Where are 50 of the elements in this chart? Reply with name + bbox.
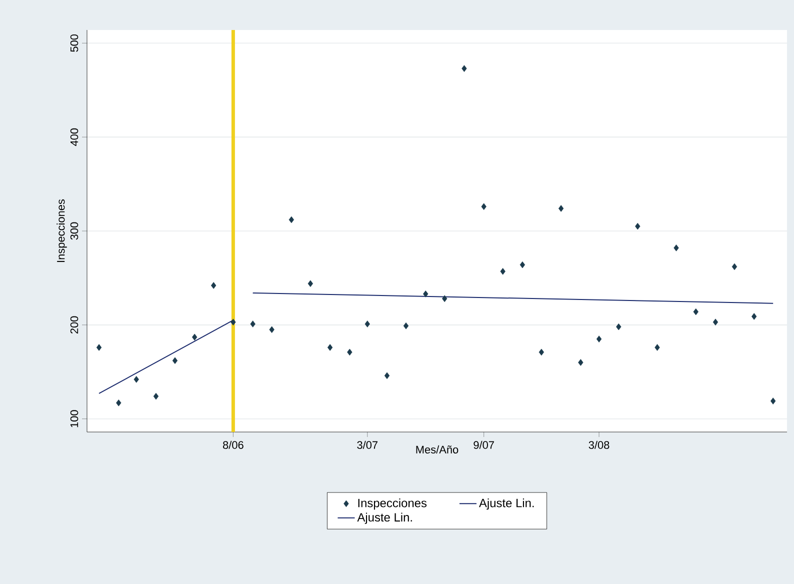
point [116,399,122,406]
point [403,322,409,330]
legend-label: Inspecciones [358,498,427,510]
x-tick-label: 9/07 [474,440,494,449]
x-tick-label: 3/08 [588,440,610,449]
point [616,323,622,330]
x-axis-title: Mes/Año [416,445,458,454]
point [288,216,294,224]
point [134,376,139,383]
point [423,290,428,298]
point [364,320,370,328]
point [481,203,486,210]
point [153,392,159,400]
point [635,222,640,230]
point [578,359,584,366]
point [654,344,660,351]
point [384,372,390,380]
y-tick-label: 200 [70,316,78,334]
y-tick-label: 300 [70,222,78,240]
point [308,280,314,287]
y-tick-label: 400 [70,128,78,146]
legend-label: Ajuste Lin. [357,512,412,524]
point [172,357,178,364]
point [269,326,274,334]
x-tick-label: 3/07 [357,440,378,449]
point [712,318,718,326]
point [347,348,352,356]
point [538,348,544,356]
point [770,398,776,404]
point [462,65,467,72]
point [752,313,757,320]
x-tick-label: 8/06 [223,440,244,449]
point [230,318,236,326]
point [674,244,679,252]
point [210,282,216,289]
point [558,205,564,212]
point [192,334,198,341]
point [596,336,602,342]
y-tick-label: 100 [70,410,78,428]
legend-label: Ajuste Lin. [478,498,534,510]
y-tick-label: 500 [70,34,78,52]
point [250,320,256,328]
point [520,261,526,268]
point [500,268,506,275]
point [732,263,738,270]
point [96,344,102,351]
y-axis-title: Inspecciones [56,199,67,262]
point [327,344,333,351]
point [442,295,448,302]
point [693,308,698,316]
